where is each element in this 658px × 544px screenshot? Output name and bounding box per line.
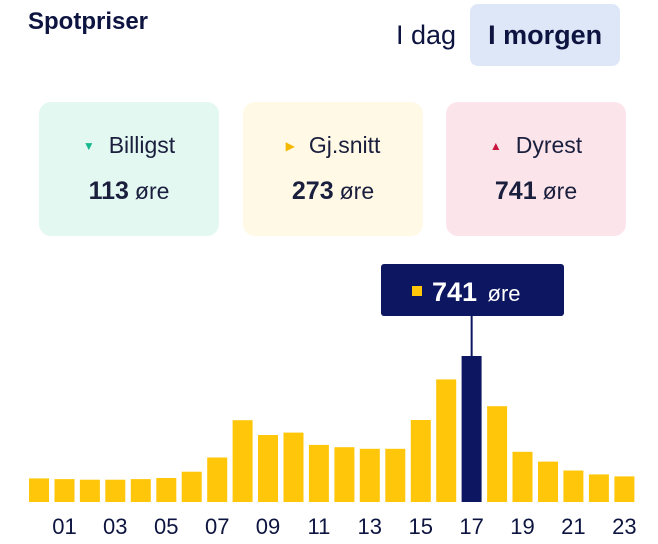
bar-hour-09[interactable] — [258, 435, 278, 502]
price-tooltip: 741 øre — [381, 264, 564, 356]
bar-hour-15[interactable] — [410, 420, 431, 502]
triangle-up-icon: ▲ — [489, 138, 502, 153]
highest-label: Dyrest — [515, 132, 583, 158]
bar-hour-07[interactable] — [207, 457, 228, 503]
bar-hour-06[interactable] — [181, 471, 202, 502]
tick-label-17: 17 — [459, 514, 483, 539]
cheapest-unit: øre — [134, 178, 170, 204]
price-bar-chart: 01 03 05 07 09 11 13 15 17 19 21 23 741 øre — [29, 264, 637, 539]
tooltip-box — [381, 264, 564, 316]
triangle-down-icon: ▼ — [82, 138, 95, 153]
tick-label-09: 09 — [256, 514, 280, 539]
bar-hour-08[interactable] — [232, 420, 253, 502]
tab-tomorrow[interactable]: I morgen — [470, 4, 621, 66]
bar-hour-10[interactable] — [283, 432, 304, 502]
average-header: ▶ Gj.snitt — [243, 132, 423, 159]
tick-labels-group: 01 03 05 07 09 11 13 15 17 19 21 23 — [52, 514, 636, 539]
bar-hour-21[interactable] — [563, 470, 584, 503]
tab-today[interactable]: I dag — [396, 20, 457, 50]
highest-number: 741 — [494, 177, 537, 205]
highest-header: ▲ Dyrest — [446, 132, 626, 159]
cheapest-value: 113 øre — [39, 177, 219, 206]
bar-hour-17[interactable] — [461, 356, 482, 502]
tick-label-03: 03 — [103, 514, 127, 539]
bar-hour-14[interactable] — [385, 448, 406, 502]
day-tabs: I dag I morgen — [382, 4, 621, 66]
tick-label-19: 19 — [510, 514, 534, 539]
bar-hour-16[interactable] — [436, 379, 457, 502]
tick-label-21: 21 — [561, 514, 585, 539]
tooltip-swatch — [412, 286, 422, 296]
average-value: 273 øre — [243, 177, 423, 206]
highest-price-card: ▲ Dyrest 741 øre — [446, 102, 626, 236]
tooltip-text: 741 øre — [432, 277, 521, 307]
bar-hour-22[interactable] — [588, 474, 609, 502]
cheapest-number: 113 — [88, 177, 129, 205]
bar-hour-02[interactable] — [79, 479, 100, 502]
bar-hour-11[interactable] — [308, 444, 329, 502]
page-title: Spotpriser — [28, 8, 149, 35]
bar-hour-19[interactable] — [512, 451, 533, 502]
average-price-card: ▶ Gj.snitt 273 øre — [243, 102, 423, 236]
bar-hour-05[interactable] — [156, 478, 177, 502]
bar-hour-03[interactable] — [105, 479, 126, 502]
tick-label-01: 01 — [52, 514, 76, 539]
highest-unit: øre — [542, 178, 578, 204]
cheapest-header: ▼ Billigst — [39, 132, 219, 159]
bar-hour-18[interactable] — [487, 406, 508, 502]
bar-hour-00[interactable] — [29, 478, 49, 502]
bar-hour-20[interactable] — [538, 461, 558, 502]
average-number: 273 — [291, 177, 334, 205]
tick-label-11: 11 — [307, 514, 330, 539]
tooltip-unit: øre — [488, 281, 521, 306]
bar-hour-01[interactable] — [54, 479, 75, 502]
average-unit: øre — [339, 178, 375, 204]
bar-hour-23[interactable] — [614, 476, 635, 502]
cheapest-price-card: ▼ Billigst 113 øre — [39, 102, 219, 236]
tooltip-value: 741 — [432, 277, 477, 307]
tick-label-13: 13 — [358, 514, 382, 539]
highest-value: 741 øre — [446, 177, 626, 206]
bar-hour-12[interactable] — [334, 447, 355, 502]
tick-label-07: 07 — [205, 514, 229, 539]
bars-group — [29, 356, 635, 503]
triangle-right-icon: ▶ — [285, 138, 295, 153]
average-label: Gj.snitt — [308, 132, 381, 158]
bar-hour-13[interactable] — [359, 448, 380, 502]
tick-label-15: 15 — [409, 514, 433, 539]
tick-label-05: 05 — [154, 514, 178, 539]
tick-label-23: 23 — [612, 514, 636, 539]
bar-hour-04[interactable] — [130, 479, 151, 502]
cheapest-label: Billigst — [108, 132, 176, 158]
